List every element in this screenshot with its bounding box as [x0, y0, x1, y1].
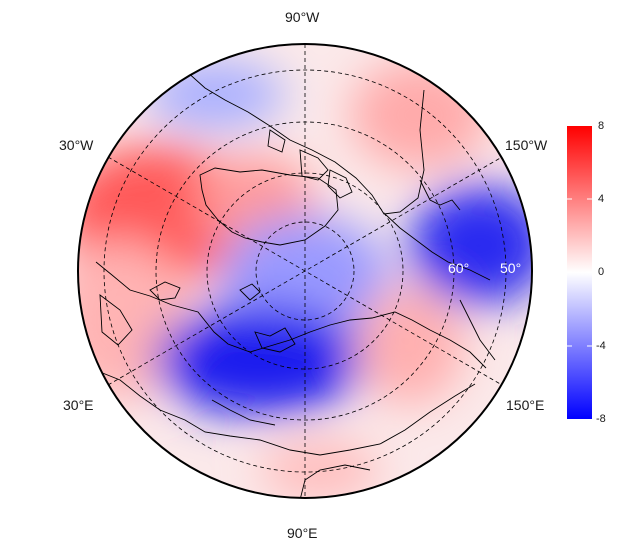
lon-label-150e: 150°E — [506, 397, 545, 413]
latitude-label-60: 60° — [448, 260, 469, 276]
canada-cold — [145, 60, 285, 130]
map-border — [77, 43, 533, 499]
colorbar-tick-4: 4 — [598, 193, 605, 205]
meridian-150 — [107, 156, 503, 386]
colorbar-ticks — [567, 198, 592, 347]
east-siberia-warm — [355, 285, 465, 405]
lon-label-30e: 30°E — [63, 397, 94, 413]
lon-label-30w: 30°W — [59, 137, 94, 153]
lon-label-150w: 150°W — [505, 137, 548, 153]
latitude-circle-70 — [206, 172, 404, 370]
colorbar-tick-8: 8 — [598, 120, 605, 132]
colorbar-tick-0: 0 — [598, 266, 605, 278]
latitude-circle-80 — [255, 221, 355, 321]
coastlines — [78, 69, 496, 498]
lon-label-90w: 90°W — [285, 9, 320, 25]
colorbar-tick-minus8: -8 — [596, 413, 606, 425]
latitude-label-50: 50° — [500, 260, 521, 276]
graticule — [103, 44, 507, 498]
west-siberia-cold — [155, 305, 365, 415]
lon-label-90e: 90°E — [287, 525, 318, 541]
bering-alaska-cold — [410, 185, 532, 305]
colorbar-tick-minus4: -4 — [596, 340, 606, 352]
